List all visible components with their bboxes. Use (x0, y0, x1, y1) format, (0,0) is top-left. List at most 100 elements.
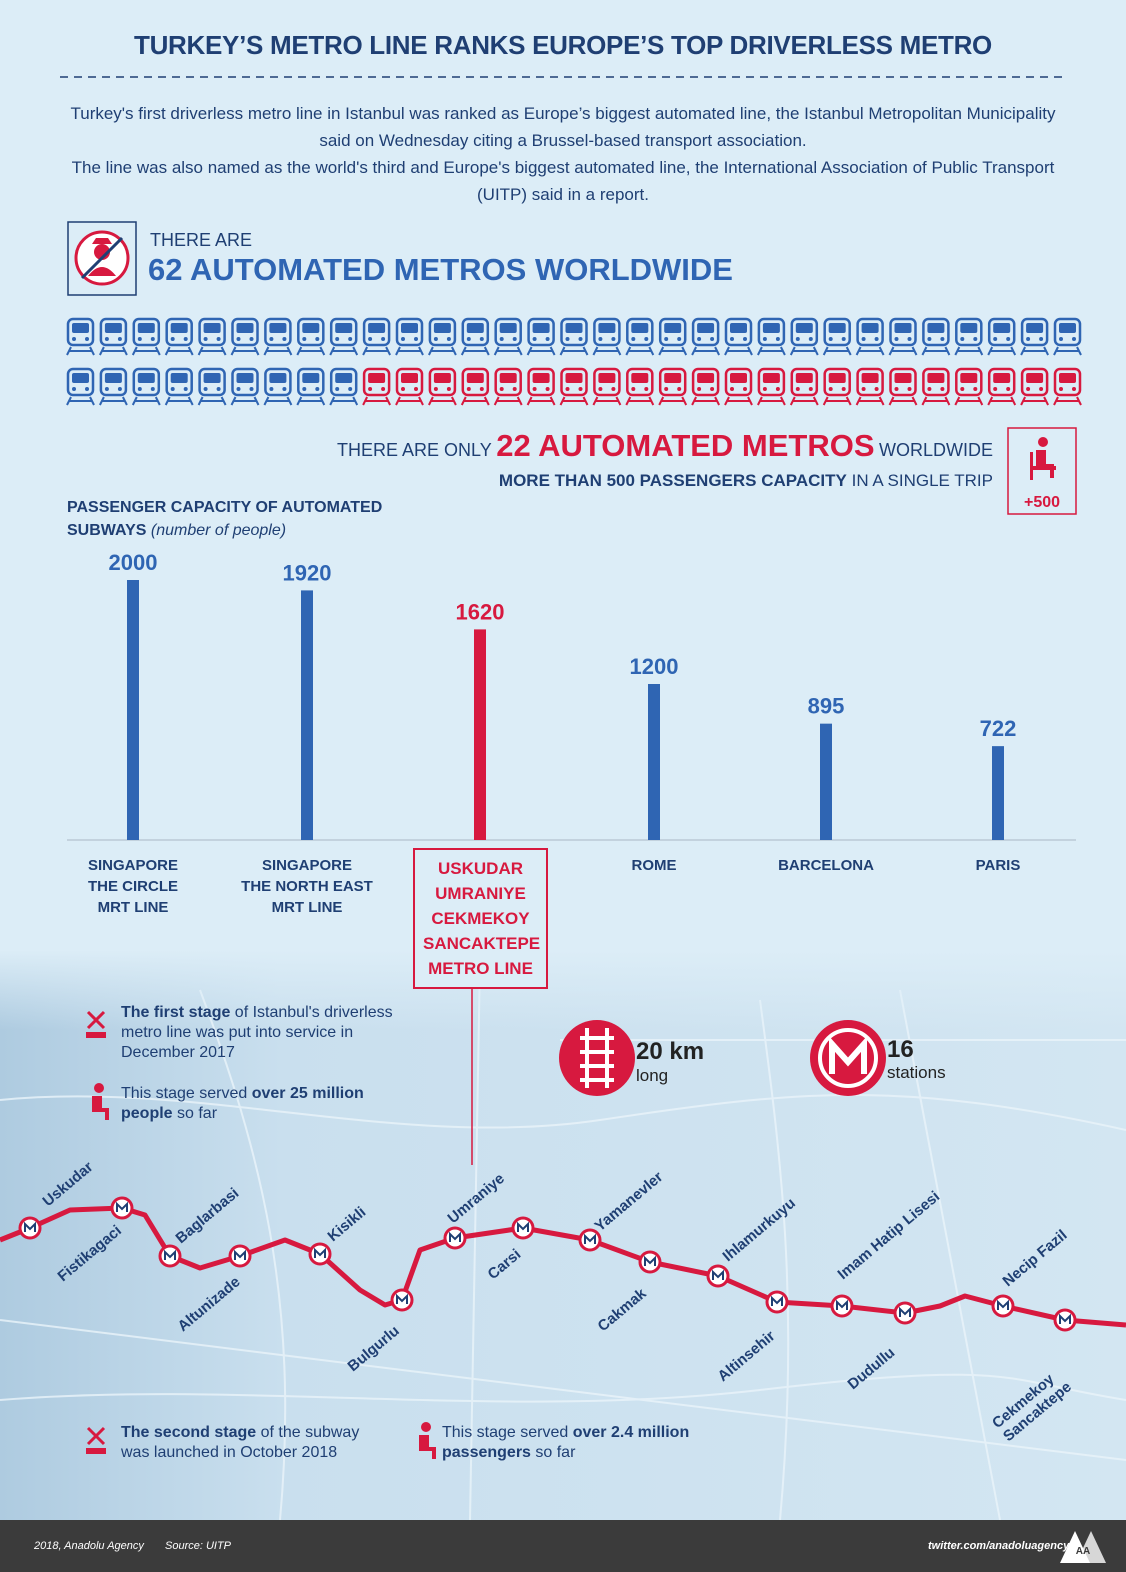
train-legs (164, 346, 194, 356)
train-legs (296, 346, 326, 356)
train-legs (625, 396, 655, 406)
train-body (593, 367, 621, 397)
train-light (150, 387, 155, 391)
train-light (348, 337, 353, 341)
station-m (234, 1249, 246, 1260)
train-light (368, 337, 373, 341)
bar (301, 590, 313, 840)
lead: WORLDWIDE (879, 440, 993, 460)
train-light (1059, 387, 1063, 391)
train-legs (855, 396, 885, 406)
title: TURKEY’S METRO LINE RANKS EUROPE’S TOP D… (134, 30, 992, 60)
train-window (1059, 373, 1076, 383)
train-light (710, 387, 715, 391)
train-icon (460, 317, 490, 356)
train-window (828, 373, 846, 383)
metro-track (0, 1205, 1126, 1328)
train-window (269, 323, 287, 333)
train-icon (428, 367, 457, 406)
train-icon (625, 317, 655, 356)
train-light (1006, 387, 1011, 391)
train-body (922, 317, 950, 347)
train-window (203, 323, 221, 333)
train-light (808, 337, 813, 341)
train-legs (888, 346, 918, 356)
train-icon (131, 317, 161, 356)
train-window (861, 373, 879, 383)
train-window (368, 323, 386, 333)
train-window (795, 373, 813, 383)
train-window (927, 373, 945, 383)
train-legs (559, 396, 589, 406)
note-bold: over 2.4 million passengers (442, 1424, 690, 1461)
train-light (940, 337, 945, 341)
train-window (335, 373, 353, 383)
train-light (1039, 387, 1044, 391)
capacity-line: MORE THAN 500 PASSENGERS CAPACITY IN A S… (499, 471, 993, 491)
train-light (841, 387, 846, 391)
train-light (466, 387, 471, 391)
train-light (598, 337, 603, 341)
train-light (414, 387, 418, 391)
train-window (960, 373, 978, 383)
train-legs (329, 346, 359, 356)
station-m (164, 1249, 176, 1260)
train-body (132, 367, 161, 397)
train-legs (526, 346, 556, 356)
train-body (297, 367, 325, 397)
train-legs (658, 396, 688, 406)
train-icon (263, 317, 293, 356)
train-icon (526, 367, 556, 406)
train-light (335, 387, 340, 391)
stations-label: stations (887, 1063, 946, 1082)
train-light (828, 337, 833, 341)
train-body (66, 317, 95, 347)
train-window (104, 373, 122, 383)
train-legs (131, 396, 161, 406)
train-window (598, 373, 616, 383)
value-label: 1200 (630, 654, 679, 679)
train-body (362, 317, 391, 347)
train-legs (66, 346, 95, 356)
train-window (1026, 323, 1044, 333)
train-icon (197, 367, 227, 406)
train-icon (658, 367, 688, 406)
train-legs (66, 396, 95, 406)
train-light (446, 337, 451, 341)
train-light (795, 337, 800, 341)
train-window (236, 373, 254, 383)
aa-logo (1060, 1531, 1106, 1563)
train-light (828, 387, 833, 391)
bar (992, 746, 1004, 840)
train-light (512, 387, 517, 391)
train-light (677, 337, 682, 341)
train-window (335, 323, 353, 333)
train-icon (625, 367, 655, 406)
train-legs (362, 396, 391, 406)
train-legs (921, 396, 951, 406)
train-body (231, 367, 259, 397)
train-body (461, 317, 490, 347)
train-light (183, 387, 188, 391)
train-body (691, 317, 720, 347)
train-window (401, 373, 418, 383)
train-body (889, 317, 917, 347)
train-light (1039, 337, 1044, 341)
train-light (381, 387, 386, 391)
train-light (499, 337, 504, 341)
train-light (861, 337, 866, 341)
station-marker (511, 1216, 535, 1240)
note-text: This stage served (121, 1085, 252, 1102)
train-window (72, 323, 89, 333)
train-icon (263, 367, 293, 406)
train-body (527, 317, 555, 347)
train-body (922, 367, 950, 397)
train-light (216, 387, 221, 391)
train-body (955, 367, 983, 397)
train-body (560, 367, 588, 397)
train-body (724, 317, 753, 347)
train-legs (757, 396, 786, 406)
station-marker (18, 1216, 42, 1240)
train-body (428, 367, 457, 397)
train-light (795, 387, 800, 391)
